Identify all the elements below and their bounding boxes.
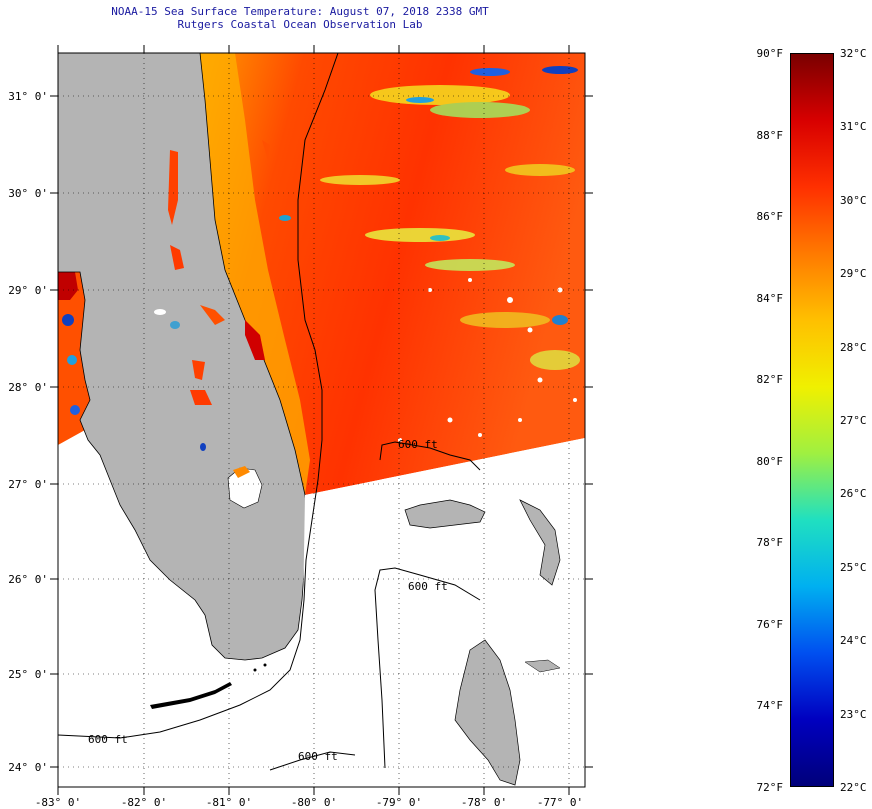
celsius-label: 26°C [840, 487, 867, 501]
celsius-label: 22°C [840, 781, 867, 794]
lat-tick-label: 29° 0' [8, 284, 48, 297]
no-data-region [300, 438, 585, 787]
celsius-label: 23°C [840, 707, 867, 721]
lat-tick-label: 27° 0' [8, 478, 48, 491]
contour-label: 600 ft [298, 750, 338, 763]
fahrenheit-label: 84°F [756, 291, 784, 305]
andros-land [454, 639, 521, 786]
cool-patches [320, 85, 580, 370]
contour-label: 600 ft [88, 733, 128, 746]
lat-tick-label: 28° 0' [8, 381, 48, 394]
celsius-label: 24°C [840, 634, 867, 648]
celsius-label: 27°C [840, 414, 867, 427]
lon-tick-label: -82° 0' [121, 796, 167, 809]
lat-tick-label: 26° 0' [8, 573, 48, 586]
bathymetry-contour-600ft [58, 53, 339, 739]
fahrenheit-label: 90°F [756, 47, 784, 60]
grand-bahama-land [404, 499, 486, 529]
fahrenheit-label: 72°F [756, 781, 784, 794]
inland-water [154, 140, 270, 451]
lon-tick-label: -79° 0' [376, 796, 422, 809]
celsius-label: 32°C [840, 47, 867, 60]
contour-label: 600 ft [408, 580, 448, 593]
lon-tick-label: -77° 0' [537, 796, 583, 809]
fahrenheit-label: 86°F [756, 210, 784, 224]
lat-tick-label: 31° 0' [8, 90, 48, 103]
fahrenheit-label: 78°F [756, 536, 784, 550]
contour-label: 600 ft [398, 438, 438, 451]
celsius-label: 28°C [840, 340, 867, 354]
coastal-warm-band [200, 53, 310, 495]
lon-tick-label: -78° 0' [461, 796, 507, 809]
fahrenheit-label: 88°F [756, 128, 784, 142]
temperature-colorbar [790, 53, 834, 787]
lat-tick-label: 25° 0' [8, 668, 48, 681]
chart-title: NOAA-15 Sea Surface Temperature: August … [111, 5, 489, 18]
fahrenheit-label: 74°F [756, 699, 784, 713]
lon-tick-label: -83° 0' [35, 796, 81, 809]
lat-tick-label: 30° 0' [8, 187, 48, 200]
cloud-mask-dots [398, 278, 577, 442]
lon-tick-label: -80° 0' [291, 796, 337, 809]
fahrenheit-label: 76°F [756, 617, 784, 631]
plot-frame [57, 52, 586, 788]
lon-tick-label: -81° 0' [206, 796, 252, 809]
sst-field [200, 53, 585, 495]
axis-ticks [50, 45, 593, 795]
celsius-label: 25°C [840, 560, 867, 574]
florida-keys [150, 663, 267, 709]
celsius-label: 31°C [840, 120, 867, 134]
lat-tick-label: 24° 0' [8, 761, 48, 774]
celsius-label: 30°C [840, 193, 867, 207]
chart-subtitle: Rutgers Coastal Ocean Observation Lab [177, 18, 423, 31]
celsius-label: 29°C [840, 267, 867, 281]
fahrenheit-label: 80°F [756, 454, 784, 468]
fahrenheit-label: 82°F [756, 373, 784, 387]
